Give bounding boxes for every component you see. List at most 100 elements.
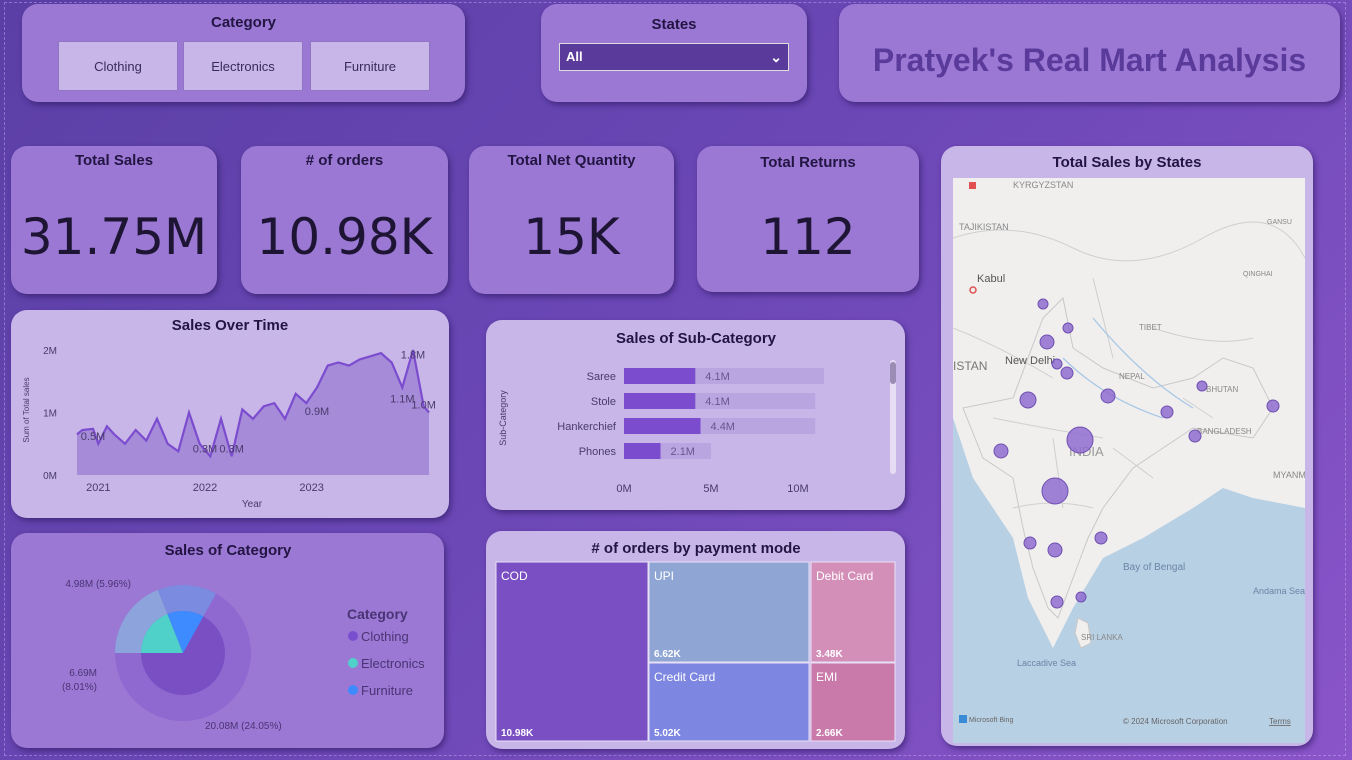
legend-item[interactable]: Clothing [361, 629, 409, 644]
states-dropdown[interactable]: All ⌄ [559, 43, 789, 71]
kpi-label: Total Returns [760, 154, 856, 171]
data-label: 1.0M [411, 400, 435, 412]
states-dropdown-value: All [566, 49, 583, 64]
bing-logo [959, 715, 967, 723]
kpi-value: 15K [523, 208, 620, 266]
x-tick-label: 5M [703, 483, 718, 495]
x-axis-label: Year [242, 499, 263, 510]
donut-ring-slice[interactable] [115, 589, 168, 653]
kpi-orders: # of orders 10.98K [241, 146, 448, 294]
state-bubble[interactable] [1039, 334, 1055, 350]
map-footer-right: © 2024 Microsoft Corporation [1123, 717, 1228, 726]
chart-title: Sales of Sub-Category [616, 330, 777, 347]
state-bubble[interactable] [1100, 388, 1116, 404]
bar[interactable] [624, 368, 696, 384]
sub-category-card[interactable]: Sales of Sub-Category Sub-Category Saree… [486, 320, 905, 510]
state-bubble[interactable] [1066, 426, 1094, 454]
y-axis-label: Sub-Category [498, 390, 508, 446]
state-bubble[interactable] [1188, 429, 1202, 443]
states-slicer-title: States [651, 16, 697, 33]
map-marker-square [969, 182, 976, 189]
map-label-bangladesh: BANGLADESH [1197, 427, 1252, 436]
sales-area [77, 350, 429, 475]
kpi-total-sales: Total Sales 31.75M [11, 146, 217, 294]
category-slicer-title: Category [210, 14, 277, 31]
kpi-label: # of orders [305, 152, 384, 169]
map-label-tibet: TIBET [1139, 323, 1162, 332]
map-label-kyrgyzstan: KYRGYZSTAN [1013, 180, 1073, 190]
bar[interactable] [624, 418, 701, 434]
state-bubble[interactable] [1266, 399, 1280, 413]
slice-label: 6.69M [69, 668, 97, 679]
slice-label: 4.98M (5.96%) [65, 579, 131, 590]
state-bubble[interactable] [1075, 591, 1087, 603]
category-label: Hankerchief [557, 421, 617, 433]
category-option-electronics[interactable]: Electronics [183, 41, 303, 91]
state-bubbles[interactable] [993, 298, 1280, 609]
bar[interactable] [624, 393, 696, 409]
kpi-total-returns: Total Returns 112 [697, 146, 919, 292]
y-tick-label: 1M [43, 409, 57, 420]
kpi-value: 31.75M [20, 208, 208, 266]
state-bubble[interactable] [1094, 531, 1108, 545]
donut-slice-furniture[interactable] [167, 611, 204, 653]
tile-name: Credit Card [654, 670, 715, 684]
kpi-value: 10.98K [256, 208, 433, 266]
payment-mode-card[interactable]: # of orders by payment mode COD 10.98K UPI… [486, 531, 905, 749]
map-card[interactable]: Total Sales by States KYRGYZSTAN TAJIKIS… [941, 146, 1313, 746]
state-bubble[interactable] [1019, 391, 1037, 409]
state-bubble[interactable] [1037, 298, 1049, 310]
chart-title: Sales of Category [165, 542, 292, 559]
map-canvas[interactable]: KYRGYZSTAN TAJIKISTAN Kabul ISTAN New De… [953, 178, 1305, 743]
slice-label: 20.08M (24.05%) [205, 721, 282, 732]
bar-value-label: 2.1M [671, 446, 695, 458]
treemap-tile-emi[interactable] [810, 662, 896, 742]
bar-value-label: 4.1M [705, 371, 729, 383]
data-label: 1.8M [401, 350, 425, 362]
sales-over-time-card[interactable]: Sales Over Time Sum of Total sales Year … [11, 310, 449, 518]
kpi-label: Total Sales [74, 152, 154, 169]
donut-ring-slice[interactable] [157, 585, 217, 617]
map-marker-kabul [969, 286, 977, 294]
sales-of-category-card[interactable]: Sales of Category 20.08M (24.05%) 6.69M (8… [11, 533, 444, 748]
state-bubble[interactable] [1041, 477, 1069, 505]
report-title: Pratyek's Real Mart Analysis [872, 42, 1307, 78]
tile-value: 5.02K [654, 728, 681, 739]
chevron-down-icon: ⌄ [770, 49, 782, 65]
state-bubble[interactable] [1050, 595, 1064, 609]
map-label-bhutan: BHUTAN [1206, 385, 1239, 394]
state-bubble[interactable] [1062, 322, 1074, 334]
kpi-net-quantity: Total Net Quantity 15K [469, 146, 674, 294]
state-bubble[interactable] [1160, 405, 1174, 419]
scrollbar-thumb[interactable] [890, 362, 896, 384]
bar[interactable] [624, 443, 661, 459]
legend-marker [348, 685, 358, 695]
legend-item[interactable]: Electronics [361, 656, 425, 671]
state-bubble[interactable] [1051, 358, 1063, 370]
tile-value: 2.66K [816, 728, 843, 739]
donut-slice-electronics[interactable] [141, 613, 183, 653]
map-label-sri-lanka: SRI LANKA [1081, 633, 1123, 642]
category-option-furniture[interactable]: Furniture [310, 41, 430, 91]
treemap-tile-cod[interactable] [495, 561, 649, 742]
state-bubble[interactable] [1196, 380, 1208, 392]
treemap-tile-upi[interactable] [648, 561, 810, 663]
state-bubble[interactable] [1047, 542, 1063, 558]
state-bubble[interactable] [1023, 536, 1037, 550]
treemap-tile-debit-card[interactable] [810, 561, 896, 663]
map-terms-link[interactable]: Terms [1269, 717, 1291, 726]
sales-over-time-chart: Sales Over Time Sum of Total sales Year … [22, 317, 436, 510]
data-label: 0.3M [219, 443, 243, 455]
category-option-clothing[interactable]: Clothing [58, 41, 178, 91]
chart-title: # of orders by payment mode [591, 540, 800, 557]
state-bubble[interactable] [1060, 366, 1074, 380]
scrollbar[interactable] [890, 360, 896, 474]
treemap-tile-credit-card[interactable] [648, 662, 810, 742]
legend-item[interactable]: Furniture [361, 683, 413, 698]
map-label-tajikistan: TAJIKISTAN [959, 222, 1009, 232]
map-sea [953, 418, 1305, 743]
report-title-card: Pratyek's Real Mart Analysis [839, 4, 1340, 102]
state-bubble[interactable] [993, 443, 1009, 459]
category-slicer: Category Clothing Electronics Furniture [22, 4, 465, 102]
kpi-value: 112 [760, 208, 856, 266]
